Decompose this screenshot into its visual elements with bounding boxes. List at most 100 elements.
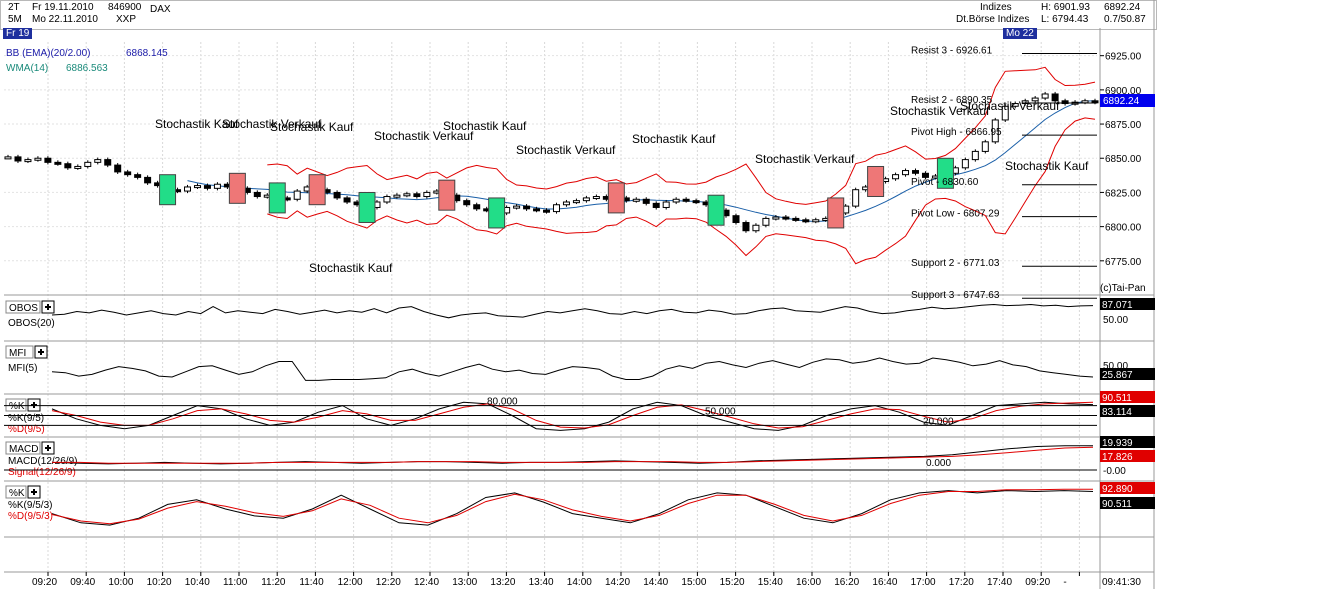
time-tick-label: 15:00: [681, 577, 706, 588]
chart-svg[interactable]: 6925.00 6900.00 6875.00 6850.00 6825.00 6800.…: [0, 0, 1155, 589]
time-tick-label: 15:20: [720, 577, 745, 588]
time-tick-label: 14:20: [605, 577, 630, 588]
panel-title: %K: [9, 488, 25, 499]
candle-body: [24, 159, 32, 163]
legend-wma-value: 6886.563: [66, 63, 108, 74]
y-tick-label: 6775.00: [1105, 257, 1142, 268]
candle-body: [682, 198, 690, 202]
pivot-label: Pivot Low - 6807.29: [911, 209, 1000, 220]
candle-body: [732, 215, 740, 224]
legend-wma: WMA(14): [6, 63, 48, 74]
ref-line-label: 80.000: [487, 397, 518, 408]
candle-body: [523, 205, 531, 210]
panel-title-box: [5, 485, 27, 499]
change-value: 0.7/50.87: [1104, 14, 1146, 25]
value-box: [1100, 368, 1155, 380]
grid-lines: [4, 0, 1155, 589]
signal-label: Stochastik Kauf: [155, 117, 239, 131]
candle-body: [4, 156, 12, 160]
signal-box: [707, 194, 725, 226]
candle-body: [961, 159, 969, 169]
pivot-label: Pivot - 6830.60: [911, 177, 979, 188]
candle-body: [911, 170, 919, 174]
candle-body: [742, 222, 750, 232]
candle-body: [971, 150, 979, 161]
value-box: [1100, 450, 1155, 462]
value-box: [1100, 405, 1155, 417]
value-box: [1100, 436, 1155, 448]
signal-label: Stochastik Kauf: [270, 120, 354, 134]
period-bottom[interactable]: 5M: [8, 14, 22, 25]
date-badge-right: Mo 22: [1003, 28, 1037, 39]
time-tick-label: 13:00: [452, 577, 477, 588]
candle-body: [752, 224, 760, 232]
time-axis: 09:20 09:40 10:00 10:20 10:40 11:00 11:20 11:40…: [4, 571, 1154, 588]
candle-body: [104, 159, 112, 166]
pivot-label: Resist 3 - 6926.61: [911, 45, 993, 56]
signal-label: Stochastik Verkauf: [890, 104, 990, 118]
candle-body: [592, 196, 600, 200]
bollinger-lower: [267, 117, 1096, 265]
signal-box: [358, 191, 376, 223]
candle-body: [692, 200, 700, 204]
time-tick-label: 14:00: [567, 577, 592, 588]
value-label: 87.071: [1102, 300, 1133, 311]
candle-body: [552, 204, 560, 213]
time-tick-label: 09:20: [32, 577, 57, 588]
candle-body: [921, 172, 929, 178]
time-tick-label: 13:40: [529, 577, 554, 588]
panel-title-box: [5, 441, 41, 455]
indicator-panels[interactable]: OBOSOBOS(20)MFIMFI(5)%K%K(9/5)%D(9/5)80.…: [4, 298, 1155, 538]
candle-body: [782, 216, 790, 220]
pivot-label: Support 2 - 6771.03: [911, 258, 1000, 269]
legend-series-2: %D(9/5): [8, 424, 45, 435]
candle-body: [253, 191, 261, 198]
time-tick-label: 16:20: [834, 577, 859, 588]
legend-bb: BB (EMA)(20/2.00): [6, 48, 90, 59]
candle-body: [84, 161, 92, 167]
indicator-line: [51, 357, 1094, 381]
time-tick-label: 10:00: [108, 577, 133, 588]
panel-title: OBOS: [9, 303, 38, 314]
time-tick-label: 11:20: [261, 577, 286, 588]
candle-body: [1081, 100, 1089, 104]
candle-body: [1001, 105, 1009, 121]
signal-label: Stochastik Kauf: [1005, 159, 1089, 173]
macd-zero-label: -0.00: [1103, 466, 1126, 477]
candle-body: [991, 119, 999, 143]
price-panel[interactable]: 6925.00 6900.00 6875.00 6850.00 6825.00 6800.…: [4, 45, 1155, 301]
time-tick-label: 10:40: [185, 577, 210, 588]
time-tick-label: 12:00: [338, 577, 363, 588]
exchange: XXP: [116, 14, 137, 25]
candle-body: [383, 196, 391, 203]
copyright-label: (c)Tai-Pan: [1100, 283, 1146, 294]
candle-body: [64, 163, 72, 169]
ref-line-label: 20.000: [923, 416, 954, 427]
candle-body: [94, 159, 102, 163]
pivot-label: Support 3 - 6747.63: [911, 290, 1000, 301]
candle-body: [124, 171, 132, 176]
candle-body: [1011, 103, 1019, 107]
period-top[interactable]: 2T: [8, 2, 20, 13]
signal-label: Stochastik Verkauf: [755, 152, 855, 166]
candle-body: [543, 209, 551, 213]
candle-body: [772, 216, 780, 220]
time-tick-label: 17:20: [949, 577, 974, 588]
signal-box: [936, 157, 954, 189]
pivot-label: Resist 2 - 6890.35: [911, 95, 993, 106]
candle-body: [463, 200, 471, 206]
date-to: Mo 22.11.2010: [32, 14, 98, 25]
candle-body: [902, 170, 910, 176]
symbol: DAX: [150, 4, 171, 15]
value-label: 92.890: [1102, 484, 1133, 495]
signal-box: [867, 165, 885, 197]
time-tick-label: 09:40: [70, 577, 95, 588]
value-box: [1100, 391, 1155, 403]
date-badge-left: Fr 19: [3, 28, 33, 39]
last-price-box: [1100, 94, 1155, 107]
candle-body: [662, 201, 670, 208]
time-tick-label: 09:20: [1025, 577, 1050, 588]
candle-body: [533, 208, 541, 212]
candle-body: [652, 202, 660, 208]
value-box: [1100, 298, 1155, 310]
